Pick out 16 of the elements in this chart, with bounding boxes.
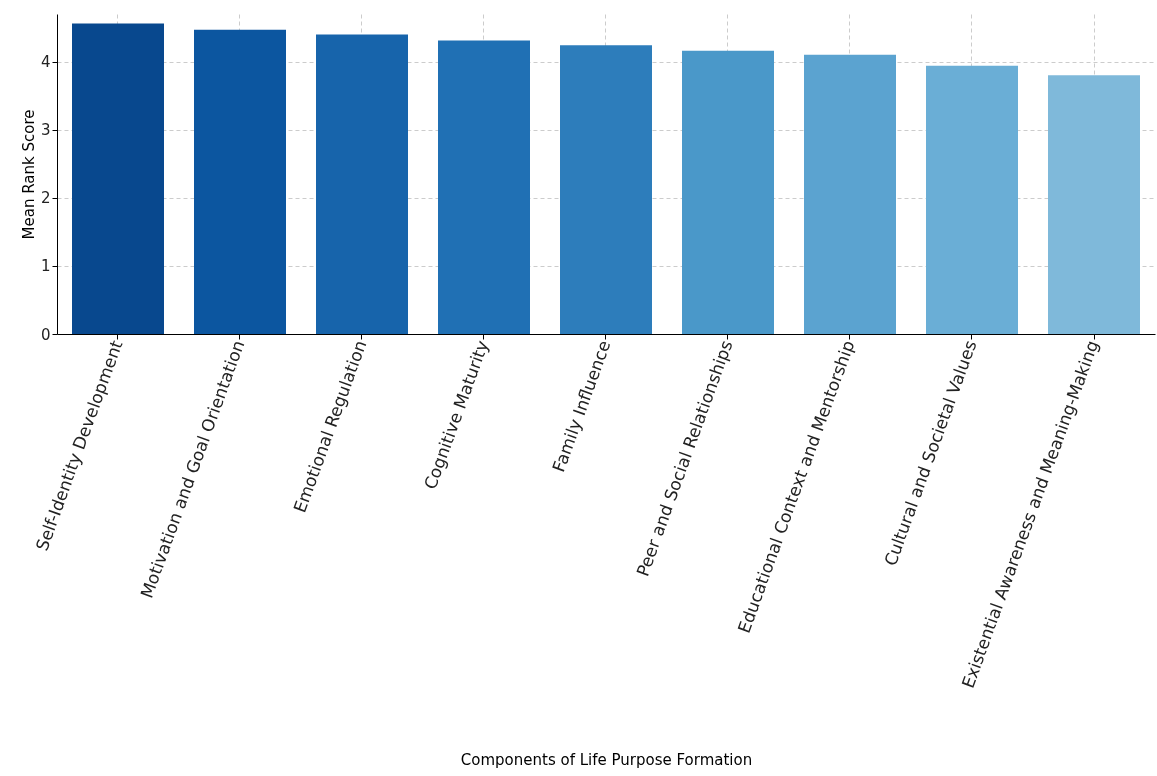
bar <box>438 40 530 334</box>
y-tick-label: 4 <box>40 53 51 72</box>
bar <box>194 29 286 334</box>
bar <box>72 23 164 334</box>
x-axis-title: Components of Life Purpose Formation <box>460 750 753 769</box>
y-tick-label: 1 <box>40 257 51 276</box>
bar <box>316 34 408 334</box>
bar <box>560 45 652 334</box>
bar <box>926 65 1018 334</box>
bar <box>804 54 896 334</box>
y-tick-label: 2 <box>40 189 51 208</box>
y-axis-title: Mean Rank Score <box>19 109 38 240</box>
y-tick-label: 0 <box>40 325 51 344</box>
bar <box>1048 75 1140 334</box>
bar <box>682 50 774 334</box>
y-tick-label: 3 <box>40 121 51 140</box>
